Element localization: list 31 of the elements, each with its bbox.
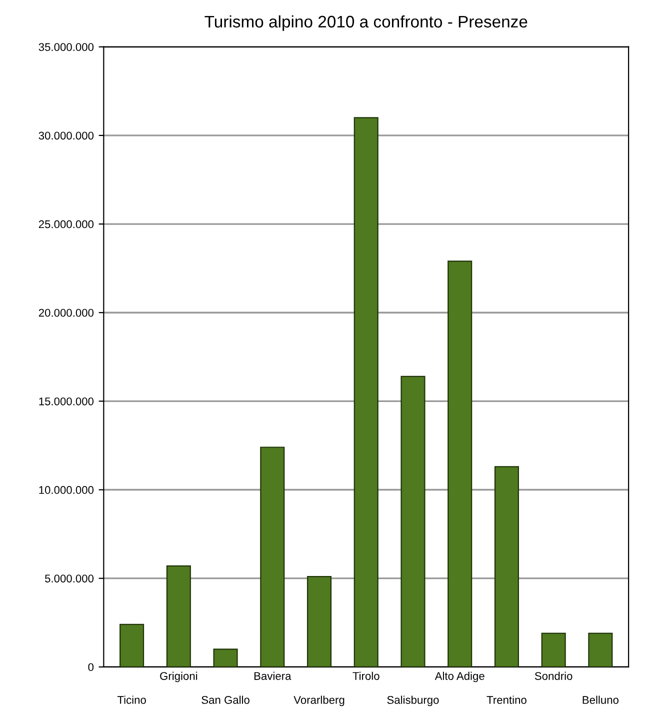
- y-tick-label: 35.000.000: [38, 43, 94, 51]
- bar: [260, 446, 285, 667]
- x-tick-label: San Gallo: [202, 696, 250, 704]
- bar: [400, 376, 426, 667]
- x-tick-label: Tirolo: [352, 672, 380, 680]
- x-tick-label: Vorarlberg: [294, 696, 344, 706]
- y-tick-label: 25.000.000: [38, 220, 94, 228]
- bar: [588, 632, 613, 667]
- y-tick-label: 5.000.000: [44, 574, 94, 582]
- bar: [541, 632, 566, 667]
- x-tick-label: Belluno: [582, 696, 619, 704]
- x-tick-label: Alto Adige: [434, 672, 484, 682]
- x-tick-label: Salisburgo: [387, 696, 439, 706]
- x-tick-label: Grigioni: [160, 672, 198, 682]
- bar: [166, 565, 191, 667]
- y-tick-label: 30.000.000: [38, 132, 94, 140]
- bar: [213, 648, 238, 667]
- y-tick-label: 0: [88, 663, 94, 672]
- x-tick-label: Ticino: [117, 696, 146, 704]
- y-tick-label: 10.000.000: [39, 486, 94, 494]
- bar: [354, 117, 378, 667]
- y-tick-label: 15.000.000: [39, 397, 94, 406]
- bar: [306, 576, 332, 667]
- y-tick-label: 20.000.000: [38, 308, 94, 317]
- bar: [120, 624, 144, 667]
- x-tick-label: Baviera: [254, 672, 292, 680]
- chart-title: Turismo alpino 2010 a confronto - Presenze: [204, 15, 528, 31]
- x-tick-label: Trentino: [486, 696, 526, 704]
- bar: [494, 466, 519, 667]
- x-tick-label: Sondrio: [534, 672, 572, 680]
- bar: [448, 260, 472, 667]
